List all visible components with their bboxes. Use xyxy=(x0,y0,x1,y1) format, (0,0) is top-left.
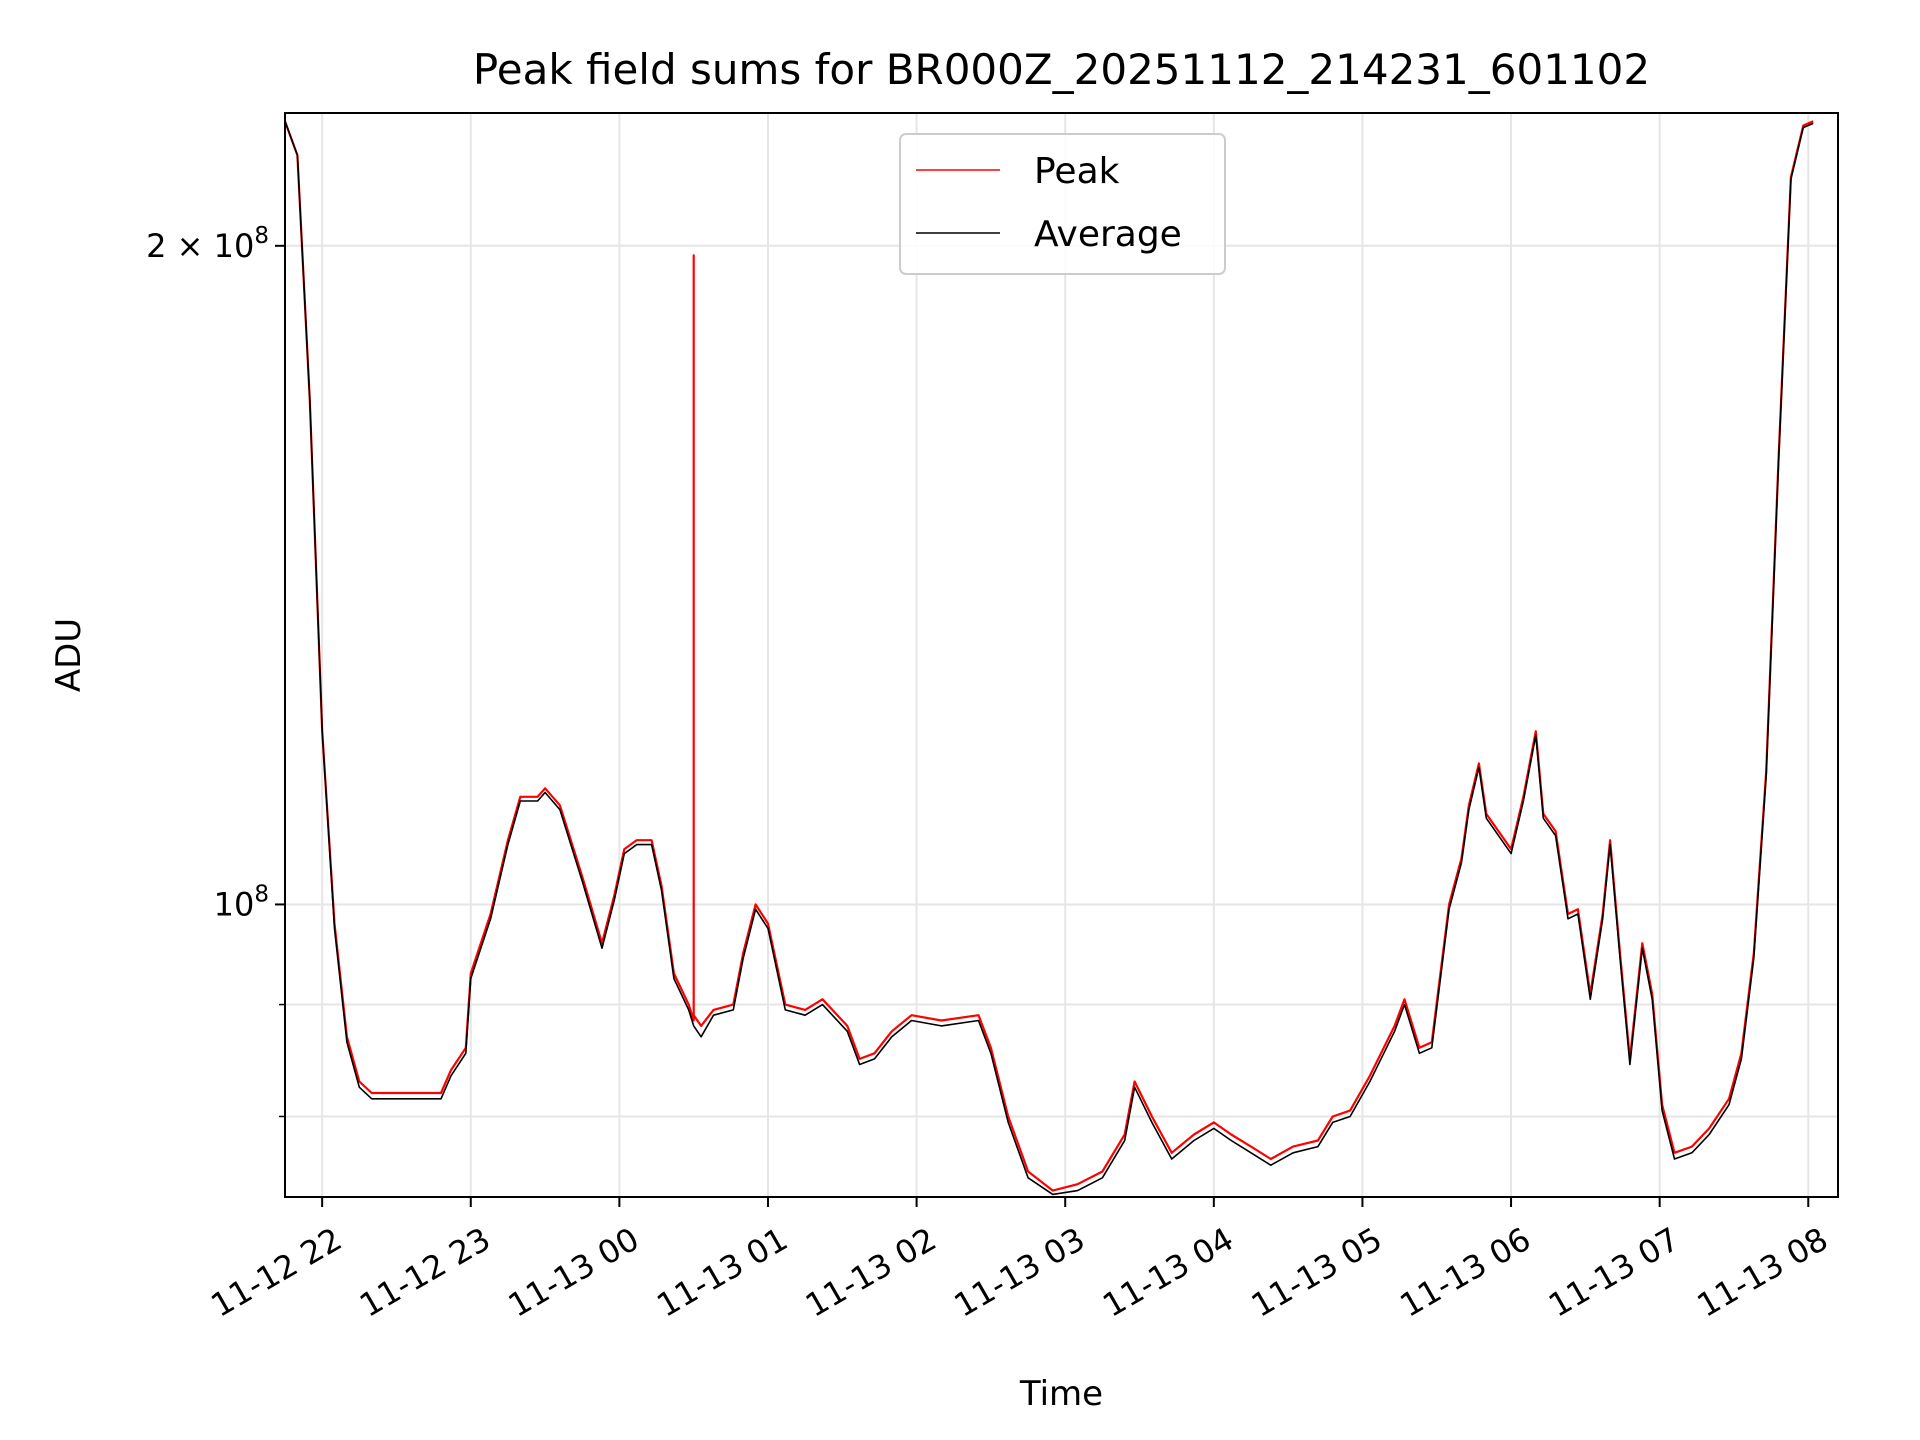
x-axis-label: Time xyxy=(1019,1374,1103,1414)
y-tick-base: 10 xyxy=(214,885,255,923)
y-axis-label: ADU xyxy=(49,618,89,692)
legend-box xyxy=(899,133,1226,275)
y-tick-base: 10 xyxy=(214,227,255,265)
y-tick-label: 108 xyxy=(214,881,269,923)
legend: Peak Average xyxy=(899,133,1226,275)
y-tick-exponent: 8 xyxy=(254,881,269,907)
y-tick-coef: 2 × xyxy=(146,227,214,265)
plot-area xyxy=(285,120,1814,1196)
y-tick-label: 2 × 108 xyxy=(146,223,269,265)
series-line-average xyxy=(285,121,1814,1196)
y-tick-exponent: 8 xyxy=(254,223,269,249)
axes-frame xyxy=(284,112,1839,1198)
chart-title: Peak field sums for BR000Z_20251112_2142… xyxy=(473,45,1650,94)
legend-entry-label: Peak xyxy=(1034,151,1120,192)
legend-entry-label: Average xyxy=(1034,214,1182,255)
